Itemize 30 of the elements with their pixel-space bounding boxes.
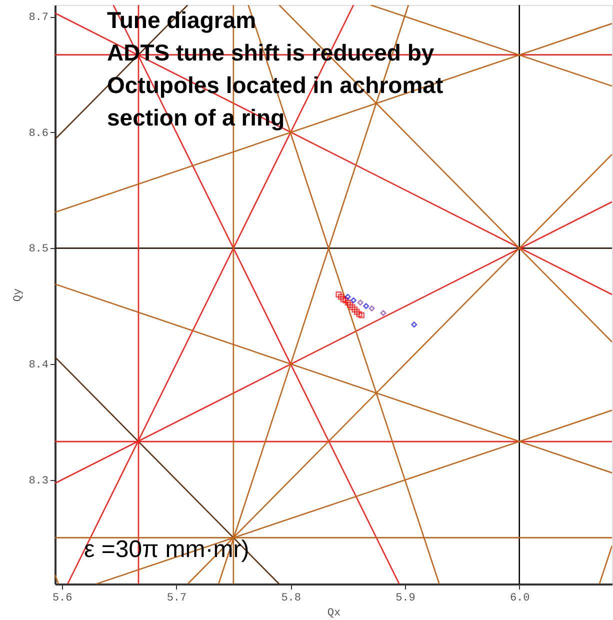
point [357, 300, 364, 306]
y-tick-label: 8.6 [28, 128, 48, 140]
point [349, 304, 356, 310]
x-tick-label: 5.6 [52, 592, 72, 604]
point [347, 302, 354, 308]
x-tick-label: 6.0 [510, 592, 530, 604]
x-tick-label: 5.7 [166, 592, 187, 604]
y-tick-label: 8.7 [28, 12, 48, 24]
point [363, 303, 370, 310]
point [352, 306, 358, 312]
point [338, 294, 344, 300]
point [368, 305, 375, 312]
y-tick-label: 8.5 [28, 244, 48, 256]
point [340, 296, 346, 302]
x-axis-title: Qx [327, 608, 341, 620]
point [350, 297, 356, 304]
point [358, 312, 364, 318]
point [344, 300, 351, 306]
x-tick-label: 5.9 [396, 592, 416, 604]
y-tick-label: 8.4 [28, 359, 49, 372]
point [380, 310, 386, 316]
y-axis-title: Qy [12, 288, 25, 302]
x-tick-label: 5.8 [281, 592, 302, 604]
point [342, 297, 348, 304]
point [344, 294, 351, 300]
y-tick-label: 8.3 [28, 475, 48, 488]
point [356, 311, 362, 318]
point [411, 322, 418, 328]
point [354, 308, 360, 315]
point [336, 292, 342, 298]
